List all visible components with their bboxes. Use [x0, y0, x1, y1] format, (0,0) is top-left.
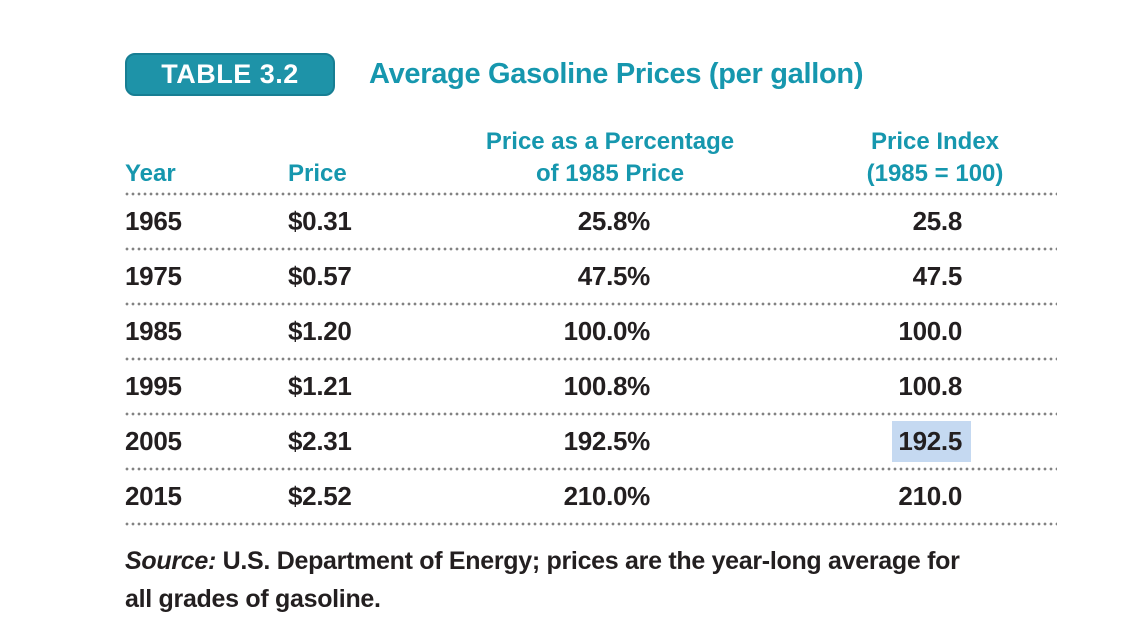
column-header-price-index-line1: Price Index: [870, 128, 1000, 155]
table-body: 1965 $0.31 25.8% 25.8 1975 $0.57 47.5% 4…: [125, 198, 1057, 526]
column-header-price: Price: [288, 160, 347, 187]
cell-price-index-value: 210.0: [898, 481, 962, 511]
cell-percentage: 25.8%: [577, 206, 651, 236]
table-row: 2005 $2.31 192.5% 192.5: [125, 418, 971, 465]
cell-price-index-value: 25.8: [912, 206, 963, 236]
cell-price-index: 47.5: [650, 261, 963, 292]
row-separator-dotted-line: [125, 412, 1057, 416]
cell-price-index: 25.8: [650, 206, 963, 237]
cell-percentage: 47.5%: [577, 261, 651, 291]
cell-price: $1.21: [288, 371, 352, 401]
row-separator-dotted-line: [125, 302, 1057, 306]
source-label: Source:: [125, 547, 216, 575]
table-row: 1985 $1.20 100.0% 100.0: [125, 308, 962, 355]
cell-percentage: 210.0%: [563, 481, 651, 511]
source-line1: Source: U.S. Department of Energy; price…: [125, 547, 960, 575]
table-row: 2015 $2.52 210.0% 210.0: [125, 473, 962, 520]
header-separator-dotted-line: [125, 192, 1057, 196]
cell-percentage: 192.5%: [563, 426, 651, 456]
column-header-year: Year: [125, 160, 176, 187]
cell-price-index: 192.5: [650, 421, 971, 462]
cell-price: $0.57: [288, 261, 352, 291]
row-separator-dotted-line: [125, 467, 1057, 471]
source-note: Source: U.S. Department of Energy; price…: [125, 542, 1057, 618]
table-row: 1995 $1.21 100.8% 100.8: [125, 363, 962, 410]
cell-price-index: 210.0: [650, 481, 962, 512]
column-header-price-index-line2: (1985 = 100): [866, 160, 1004, 187]
cell-price-index-value: 100.0: [898, 316, 962, 346]
cell-price-index: 100.8: [650, 371, 962, 402]
cell-year: 1995: [125, 371, 182, 401]
column-header-percentage-line1: Price as a Percentage: [485, 128, 735, 155]
cell-price: $0.31: [288, 206, 352, 236]
cell-price: $1.20: [288, 316, 352, 346]
table-number-label: TABLE 3.2: [161, 59, 299, 89]
source-line2: all grades of gasoline.: [125, 585, 381, 613]
cell-price-index-value: 192.5: [892, 421, 971, 462]
textbook-table-figure: TABLE 3.2 Average Gasoline Prices (per g…: [125, 53, 1057, 618]
cell-price: $2.52: [288, 481, 352, 511]
cell-price-index-value: 100.8: [898, 371, 962, 401]
cell-year: 1965: [125, 206, 182, 236]
column-header-percentage: Price as a Percentage of 1985 Price: [425, 126, 795, 190]
table-title: Average Gasoline Prices (per gallon): [369, 58, 864, 90]
source-line1-text: U.S. Department of Energy; prices are th…: [222, 547, 960, 575]
column-header-percentage-line2: of 1985 Price: [535, 160, 685, 187]
cell-price: $2.31: [288, 426, 352, 456]
row-separator-dotted-line: [125, 357, 1057, 361]
cell-price-index-value: 47.5: [912, 261, 963, 291]
table-header-bar: TABLE 3.2 Average Gasoline Prices (per g…: [125, 53, 1057, 96]
column-header-row: Year Price Price as a Percentage of 1985…: [125, 126, 1057, 190]
column-header-price-index: Price Index (1985 = 100): [785, 126, 1085, 190]
cell-price-index: 100.0: [650, 316, 962, 347]
cell-year: 1975: [125, 261, 182, 291]
cell-year: 1985: [125, 316, 182, 346]
cell-year: 2005: [125, 426, 182, 456]
row-separator-dotted-line: [125, 522, 1057, 526]
cell-percentage: 100.0%: [563, 316, 651, 346]
cell-percentage: 100.8%: [563, 371, 651, 401]
table-number-badge: TABLE 3.2: [125, 53, 335, 96]
table-row: 1975 $0.57 47.5% 47.5: [125, 253, 962, 300]
row-separator-dotted-line: [125, 247, 1057, 251]
cell-year: 2015: [125, 481, 182, 511]
table-row: 1965 $0.31 25.8% 25.8: [125, 198, 962, 245]
